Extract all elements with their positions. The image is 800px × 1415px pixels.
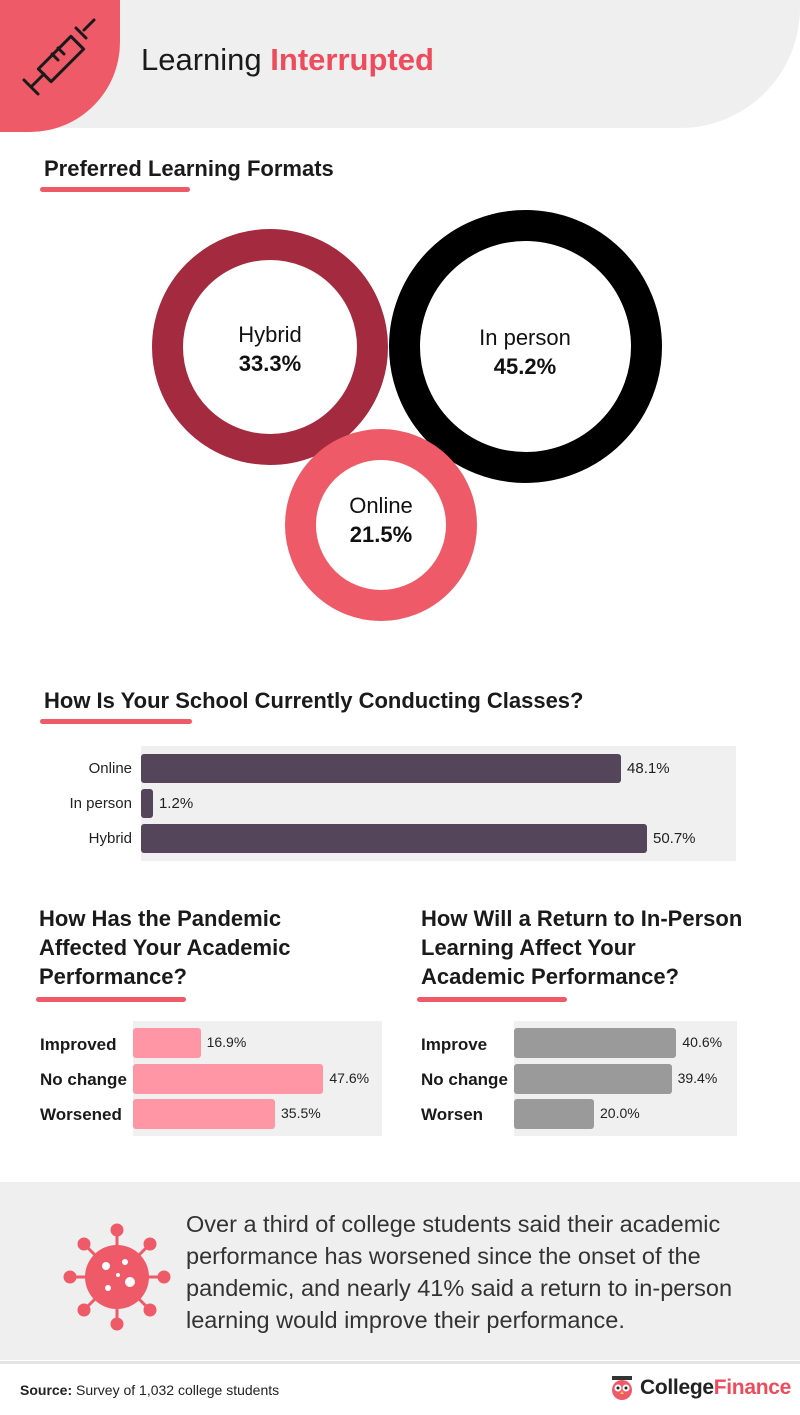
pandemic-value-2: 35.5% [281, 1105, 321, 1121]
classes-underline [40, 719, 192, 724]
in-person-label: In person 45.2% [425, 323, 625, 381]
hybrid-value: 33.3% [238, 351, 302, 376]
return-bar-2 [514, 1099, 594, 1129]
pandemic-title-line-2: Affected Your Academic [39, 935, 291, 960]
classes-bar-2 [141, 824, 647, 853]
return-bar-0 [514, 1028, 677, 1058]
pandemic-bar-1 [133, 1064, 324, 1094]
pandemic-title: How Has the Pandemic Affected Your Acade… [39, 904, 290, 991]
virus-icon [63, 1223, 171, 1331]
footer-rule [0, 1361, 800, 1364]
source-line: Source: Survey of 1,032 college students [20, 1382, 279, 1398]
pandemic-value-0: 16.9% [206, 1034, 247, 1050]
classes-value-0: 48.1% [627, 759, 670, 777]
pandemic-bar-2 [133, 1099, 275, 1129]
hybrid-label: Hybrid 33.3% [170, 320, 370, 378]
hybrid-name: Hybrid [238, 322, 302, 347]
return-title-line-3: Academic Performance? [421, 964, 679, 989]
formats-title: Preferred Learning Formats [44, 156, 334, 181]
return-title-line-1: How Will a Return to In-Person [421, 906, 743, 931]
classes-cat-0: Online [88, 760, 132, 777]
classes-value-2: 50.7% [652, 829, 696, 847]
owl-logo-icon [612, 1376, 632, 1400]
pandemic-title-line-3: Performance? [39, 964, 187, 989]
in-person-value: 45.2% [493, 354, 557, 379]
in-person-name: In person [479, 325, 571, 350]
return-cat-2: Worsen [421, 1105, 484, 1124]
return-title-line-2: Learning Affect Your [421, 935, 636, 960]
classes-cat-1: In person [69, 795, 132, 812]
title-accent: Interrupted [270, 42, 434, 77]
brand-accent: Finance [713, 1376, 792, 1399]
return-value-0: 40.6% [682, 1034, 723, 1050]
brand-name: CollegeFinance [640, 1376, 791, 1400]
brand-logo: CollegeFinance [610, 1375, 791, 1401]
return-bar-1 [514, 1064, 672, 1094]
callout-text: Over a third of college students said th… [186, 1211, 733, 1333]
pandemic-bar-0 [133, 1028, 201, 1058]
title-plain: Learning [141, 42, 262, 77]
pandemic-value-1: 47.6% [329, 1070, 370, 1086]
classes-value-1: 1.2% [158, 794, 194, 812]
header-band [0, 0, 800, 128]
brand-plain: College [640, 1376, 714, 1399]
classes-bar-1 [141, 789, 153, 818]
classes-title: How Is Your School Currently Conducting … [44, 688, 584, 713]
pandemic-cat-1: No change [40, 1070, 127, 1089]
return-cat-0: Improve [421, 1035, 488, 1054]
syringe-icon [22, 18, 96, 96]
page-title: Learning Interrupted [141, 42, 434, 78]
return-value-2: 20.0% [600, 1105, 640, 1121]
pandemic-cat-2: Worsened [40, 1105, 122, 1124]
return-value-1: 39.4% [677, 1070, 718, 1086]
online-value: 21.5% [349, 522, 413, 547]
return-title: How Will a Return to In-Person Learning … [421, 904, 742, 991]
classes-bar-0 [141, 754, 622, 783]
return-underline [417, 997, 567, 1002]
formats-underline [40, 187, 190, 192]
online-name: Online [349, 493, 413, 518]
classes-cat-2: Hybrid [88, 830, 132, 847]
pandemic-title-line-1: How Has the Pandemic [39, 906, 282, 931]
pandemic-underline [36, 997, 186, 1002]
pandemic-cat-0: Improved [40, 1035, 117, 1054]
online-label: Online 21.5% [281, 491, 481, 549]
source-label: Source: [20, 1382, 73, 1398]
source-text: Survey of 1,032 college students [72, 1382, 280, 1398]
return-cat-1: No change [421, 1070, 508, 1089]
